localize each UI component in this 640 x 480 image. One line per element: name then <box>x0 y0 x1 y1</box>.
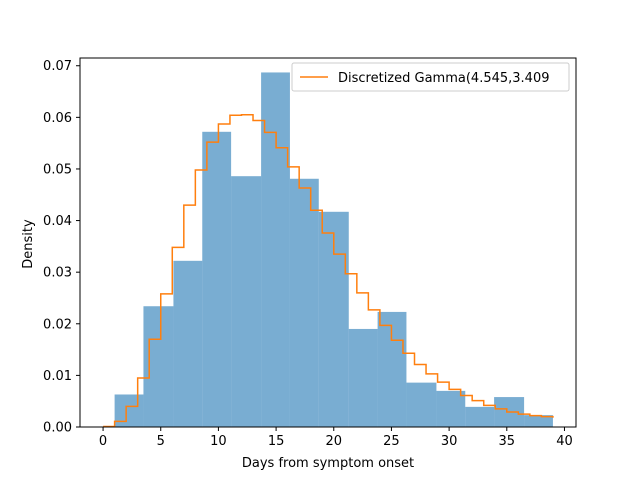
x-tick-label: 30 <box>441 434 458 449</box>
plot-frame <box>79 57 577 428</box>
x-tick-label: 25 <box>383 434 400 449</box>
histogram-bar <box>348 328 378 427</box>
histogram-bar <box>143 306 174 427</box>
histogram-bar <box>231 176 262 427</box>
x-tick-label: 0 <box>99 434 107 449</box>
y-tick-label: 0.04 <box>43 214 72 229</box>
histogram-bars <box>114 72 553 428</box>
histogram-bar <box>406 382 437 427</box>
x-tick-label: 5 <box>157 434 165 449</box>
y-tick-label: 0.03 <box>43 266 72 281</box>
gamma-step-line <box>103 114 554 428</box>
histogram-bar <box>114 394 144 427</box>
histogram-bar <box>436 390 466 427</box>
axes <box>79 57 577 428</box>
legend-entry-gamma: Discretized Gamma(4.545,3.409 <box>338 71 550 86</box>
y-tick-label: 0.05 <box>43 162 72 177</box>
y-tick-label: 0.01 <box>43 369 72 384</box>
histogram-bar <box>173 260 203 427</box>
x-axis-label: Days from symptom onset <box>242 456 414 471</box>
y-tick-label: 0.00 <box>43 421 72 436</box>
histogram-bar <box>465 406 495 427</box>
legend: Discretized Gamma(4.545,3.409 <box>291 62 570 92</box>
histogram-bar <box>289 178 319 427</box>
x-tick-label: 40 <box>556 434 573 449</box>
y-tick-label: 0.02 <box>43 317 72 332</box>
x-tick-label: 10 <box>210 434 227 449</box>
x-tick-label: 35 <box>499 434 516 449</box>
x-axis-ticks: 0 5 10 15 20 25 30 35 40 <box>99 427 573 449</box>
legend-frame <box>291 62 570 92</box>
y-tick-label: 0.06 <box>43 111 72 126</box>
x-tick-label: 20 <box>325 434 342 449</box>
histogram-bar <box>261 72 290 427</box>
y-tick-label: 0.07 <box>43 59 72 74</box>
x-tick-label: 15 <box>268 434 285 449</box>
histogram-bar <box>524 415 553 427</box>
y-axis-label: Density <box>21 219 36 269</box>
y-axis-ticks: 0.00 0.01 0.02 0.03 0.04 0.05 0.06 0.07 <box>43 59 80 436</box>
histogram-bar <box>202 131 232 428</box>
